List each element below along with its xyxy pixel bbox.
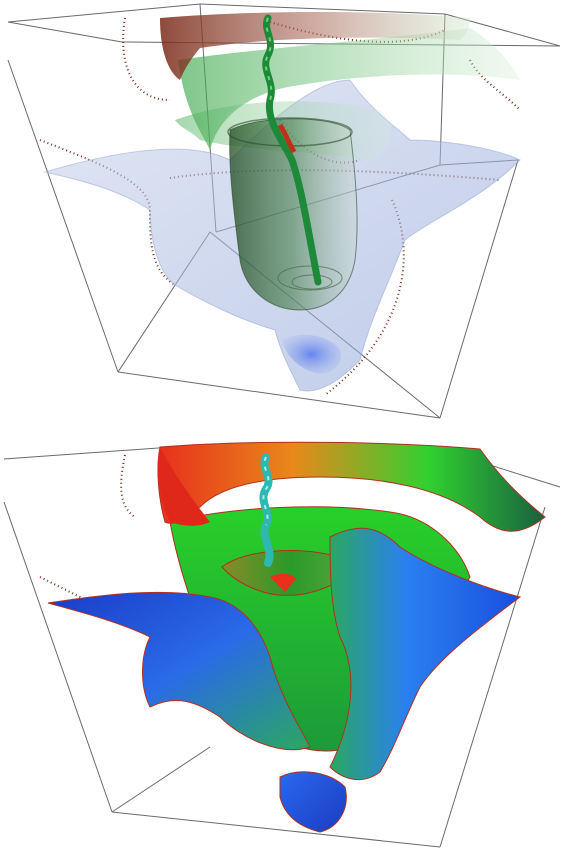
top-core-ring-1 xyxy=(277,265,343,291)
top-vortex-tube xyxy=(262,14,322,286)
top-panel-translucent-render xyxy=(0,0,563,425)
bottom-band-red-fold xyxy=(157,447,210,526)
top-core-ring-2 xyxy=(291,274,333,290)
bottom-funnel-inner xyxy=(270,573,296,592)
top-vortex-tube-red xyxy=(277,123,297,154)
bottom-render-svg xyxy=(3,441,561,848)
bottom-vortex-tube-highlight xyxy=(262,456,270,526)
top-brown-band xyxy=(160,12,470,80)
top-core-vortex xyxy=(229,118,358,311)
bottom-vortex-tube xyxy=(259,453,274,567)
bottom-blue-tip xyxy=(279,771,347,833)
bottom-dotted-contours xyxy=(39,454,136,608)
bottom-panel-opaque-render xyxy=(0,427,563,854)
top-vortex-tube-highlight xyxy=(264,17,273,101)
bottom-right-blue-sheet xyxy=(329,527,522,781)
top-render-svg xyxy=(7,3,561,419)
bottom-left-blue-sheet xyxy=(47,591,311,751)
top-blue-tip xyxy=(282,334,341,374)
